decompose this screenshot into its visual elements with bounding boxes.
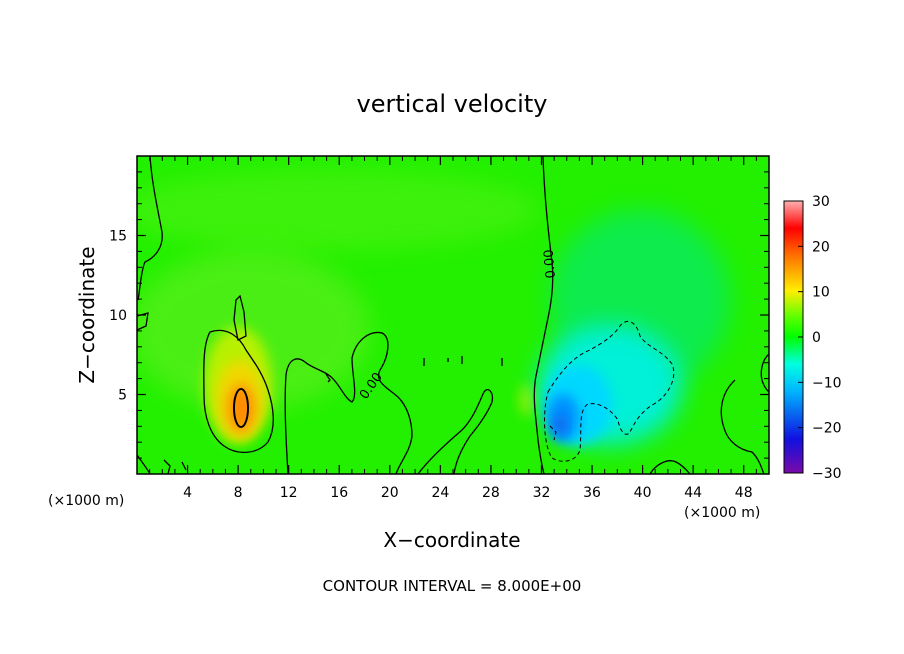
x-unit-left: (×1000 m) xyxy=(48,493,124,509)
x-tick-label: 44 xyxy=(684,485,702,501)
x-tick-label: 24 xyxy=(431,485,449,501)
colorbar-tick-label: −30 xyxy=(812,466,842,482)
zero-contour-bottom xyxy=(649,460,691,474)
small-contour-c xyxy=(325,373,331,383)
x-tick-label: 48 xyxy=(735,485,753,501)
zero-contour-left xyxy=(137,156,163,301)
x-tick-label: 4 xyxy=(183,485,192,501)
x-tick-label: 36 xyxy=(583,485,601,501)
x-tick-label: 12 xyxy=(280,485,298,501)
downdraft-contour-minus-16 xyxy=(549,425,557,441)
contour-label-2: 0.00 xyxy=(542,249,559,279)
x-tick-label: 28 xyxy=(482,485,500,501)
weak-updraft-band xyxy=(137,170,540,250)
y-tick-label: 15 xyxy=(109,229,127,245)
zero-contour-right-lower xyxy=(720,379,765,474)
colorbar-tick-label: −20 xyxy=(812,421,842,437)
downdraft-peak xyxy=(554,415,566,435)
colorbar-tick-label: 10 xyxy=(812,285,830,301)
x-tick-label: 32 xyxy=(533,485,551,501)
weak-updraft-region xyxy=(137,250,370,410)
updraft-contour-8 xyxy=(203,329,274,453)
small-contours-row xyxy=(423,356,503,366)
colorbar-ticks: 30 20 10 0 −10 −20 −30 xyxy=(798,194,842,482)
x-tick-label: 8 xyxy=(234,485,243,501)
y-axis-label: Z−coordinate xyxy=(75,246,99,383)
colorbar-tick-label: −10 xyxy=(812,375,842,391)
small-contour-b xyxy=(181,461,187,471)
colorbar-tick-label: 30 xyxy=(812,194,830,210)
x-tick-label: 16 xyxy=(330,485,348,501)
y-tick-label: 10 xyxy=(109,308,127,324)
contour-interval-note: CONTOUR INTERVAL = 8.000E+00 xyxy=(323,577,582,595)
negative-contours xyxy=(544,320,675,462)
y-axis-ticks: 5 10 15 xyxy=(109,171,769,459)
small-updraft xyxy=(519,384,535,416)
zero-contour-right xyxy=(760,353,769,393)
velocity-field: 0.00 0.00 xyxy=(137,156,769,474)
x-unit-right: (×1000 m) xyxy=(684,505,760,521)
chart-title: vertical velocity xyxy=(357,90,548,118)
colorbar-tick-label: 0 xyxy=(812,330,821,346)
x-axis-label: X−coordinate xyxy=(383,528,520,552)
x-tick-label: 20 xyxy=(381,485,399,501)
zero-contour-mid xyxy=(417,388,494,474)
updraft-core xyxy=(228,384,254,432)
x-tick-label: 40 xyxy=(634,485,652,501)
zero-contour-center xyxy=(284,331,413,474)
updraft-contour-upper xyxy=(233,294,247,341)
y-tick-label: 5 xyxy=(118,388,127,404)
zero-contour-long xyxy=(533,156,554,474)
x-axis-ticks: 4 8 12 16 20 24 28 32 36 40 44 48 xyxy=(149,156,757,501)
small-contour-a xyxy=(163,459,171,474)
updraft-contour-16 xyxy=(233,388,249,428)
colorbar-tick-label: 20 xyxy=(812,239,830,255)
